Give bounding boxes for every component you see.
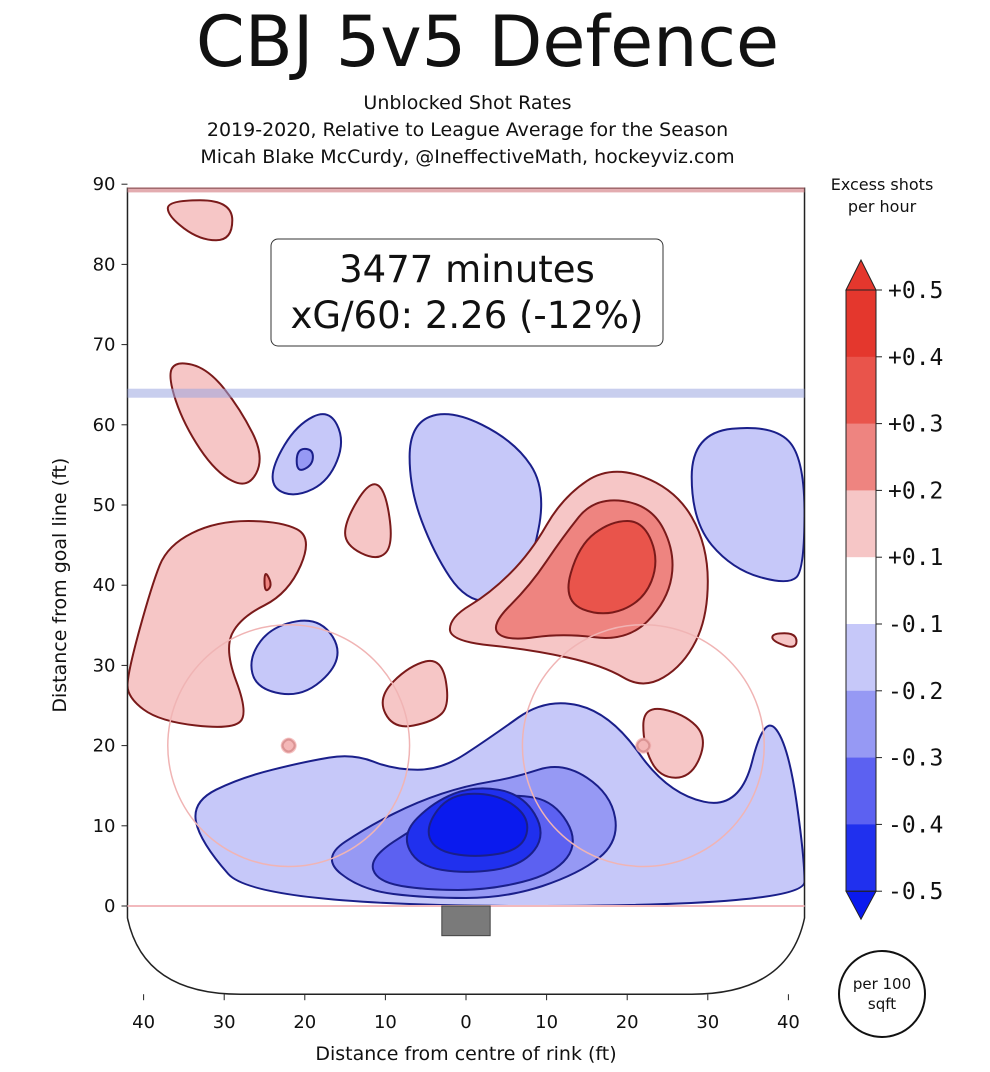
x-tick-label-6: 20 (616, 1012, 639, 1033)
annotation-xg: xG/60: 2.26 (-12%) (291, 294, 644, 337)
excess-region-14 (771, 632, 798, 648)
colorbar-extend-top (845, 258, 877, 291)
centre-red-line (127, 187, 805, 193)
chart-subtitle-3: Micah Blake McCurdy, @IneffectiveMath, h… (200, 146, 735, 168)
y-tick-label-4: 40 (93, 575, 116, 596)
y-tick-label-2: 20 (93, 736, 116, 757)
colorbar-band-3 (846, 490, 876, 558)
chart-title: CBJ 5v5 Defence (195, 1, 780, 83)
colorbar-label-1: +0.4 (888, 345, 943, 371)
excess-region-5 (127, 520, 307, 728)
deficit-region-8 (690, 427, 805, 583)
excess-region-1 (169, 362, 261, 485)
colorbar-band-5 (846, 624, 876, 692)
axes: Distance from centre of rink (ft) Distanc… (49, 174, 800, 1065)
y-tick-label-1: 10 (93, 816, 116, 837)
y-tick-label-9: 90 (93, 174, 116, 195)
chart-subtitle-1: Unblocked Shot Rates (363, 92, 572, 114)
colorbar-label-5: -0.1 (888, 612, 943, 638)
colorbar-title: Excess shots per hour (830, 175, 934, 216)
colorbar-band-7 (846, 757, 876, 825)
blue-line (127, 388, 805, 398)
colorbar-frame (845, 289, 877, 892)
unit-badge: per 100 sqft (838, 950, 926, 1038)
rink-boards (126, 187, 806, 995)
x-tick-label-2: 20 (293, 1012, 316, 1033)
rink-markings (126, 187, 806, 995)
excess-region-0 (166, 199, 234, 242)
colorbar-band-8 (846, 824, 876, 892)
y-axis-label: Distance from goal line (ft) (49, 458, 71, 713)
y-tick-label-7: 70 (93, 335, 116, 356)
colorbar-label-7: -0.3 (888, 746, 943, 772)
x-tick-label-4: 0 (460, 1012, 471, 1033)
faceoff-circle-1 (521, 623, 765, 868)
colorbar: +0.5 +0.4 +0.3 +0.2 +0.1 -0.1 -0.2 -0.3 -0.4 -0.5 (845, 258, 943, 921)
deficit-region-22 (427, 792, 529, 857)
colorbar-label-6: -0.2 (888, 679, 943, 705)
deficit-region-9 (250, 619, 339, 696)
colorbar-band-0 (846, 290, 876, 358)
colorbar-label-2: +0.3 (888, 412, 943, 438)
x-tick-label-5: 10 (535, 1012, 558, 1033)
faceoff-circle-0 (167, 623, 411, 868)
colorbar-label-4: +0.1 (888, 545, 943, 571)
chart-subtitle-2: 2019-2020, Relative to League Average fo… (206, 119, 729, 141)
annotation-minutes: 3477 minutes (339, 248, 595, 291)
colorbar-band-4 (846, 557, 876, 625)
excess-region-6 (263, 573, 272, 592)
excess-region-4 (344, 483, 392, 559)
x-tick-label-1: 30 (213, 1012, 236, 1033)
colorbar-label-0: +0.5 (888, 278, 943, 304)
y-tick-label-5: 50 (93, 495, 116, 516)
x-tick-label-0: 40 (132, 1012, 155, 1033)
annotation-box: 3477 minutes xG/60: 2.26 (-12%) (270, 238, 664, 347)
faceoff-dot-1 (635, 737, 652, 754)
y-tick-label-6: 60 (93, 415, 116, 436)
contour-regions (127, 199, 805, 907)
excess-region-15 (642, 707, 704, 779)
goal-net (441, 905, 491, 937)
faceoff-dot-0 (280, 737, 297, 754)
x-tick-label-7: 30 (696, 1012, 719, 1033)
excess-region-13 (567, 520, 657, 615)
colorbar-label-3: +0.2 (888, 478, 943, 504)
colorbar-band-1 (846, 356, 876, 425)
colorbar-label-8: -0.4 (888, 812, 943, 838)
y-tick-label-0: 0 (104, 896, 115, 917)
x-tick-label-3: 10 (374, 1012, 397, 1033)
colorbar-label-9: -0.5 (888, 879, 943, 905)
unit-badge-label: per 100 sqft (852, 975, 912, 1013)
y-tick-label-8: 80 (93, 254, 116, 275)
excess-region-10 (381, 659, 449, 728)
colorbar-band-6 (846, 690, 876, 759)
y-tick-label-3: 30 (93, 655, 116, 676)
colorbar-band-2 (846, 423, 876, 491)
x-axis-label: Distance from centre of rink (ft) (315, 1043, 616, 1065)
deficit-region-3 (295, 447, 314, 471)
x-tick-label-8: 40 (777, 1012, 800, 1033)
colorbar-extend-bottom (845, 890, 877, 921)
